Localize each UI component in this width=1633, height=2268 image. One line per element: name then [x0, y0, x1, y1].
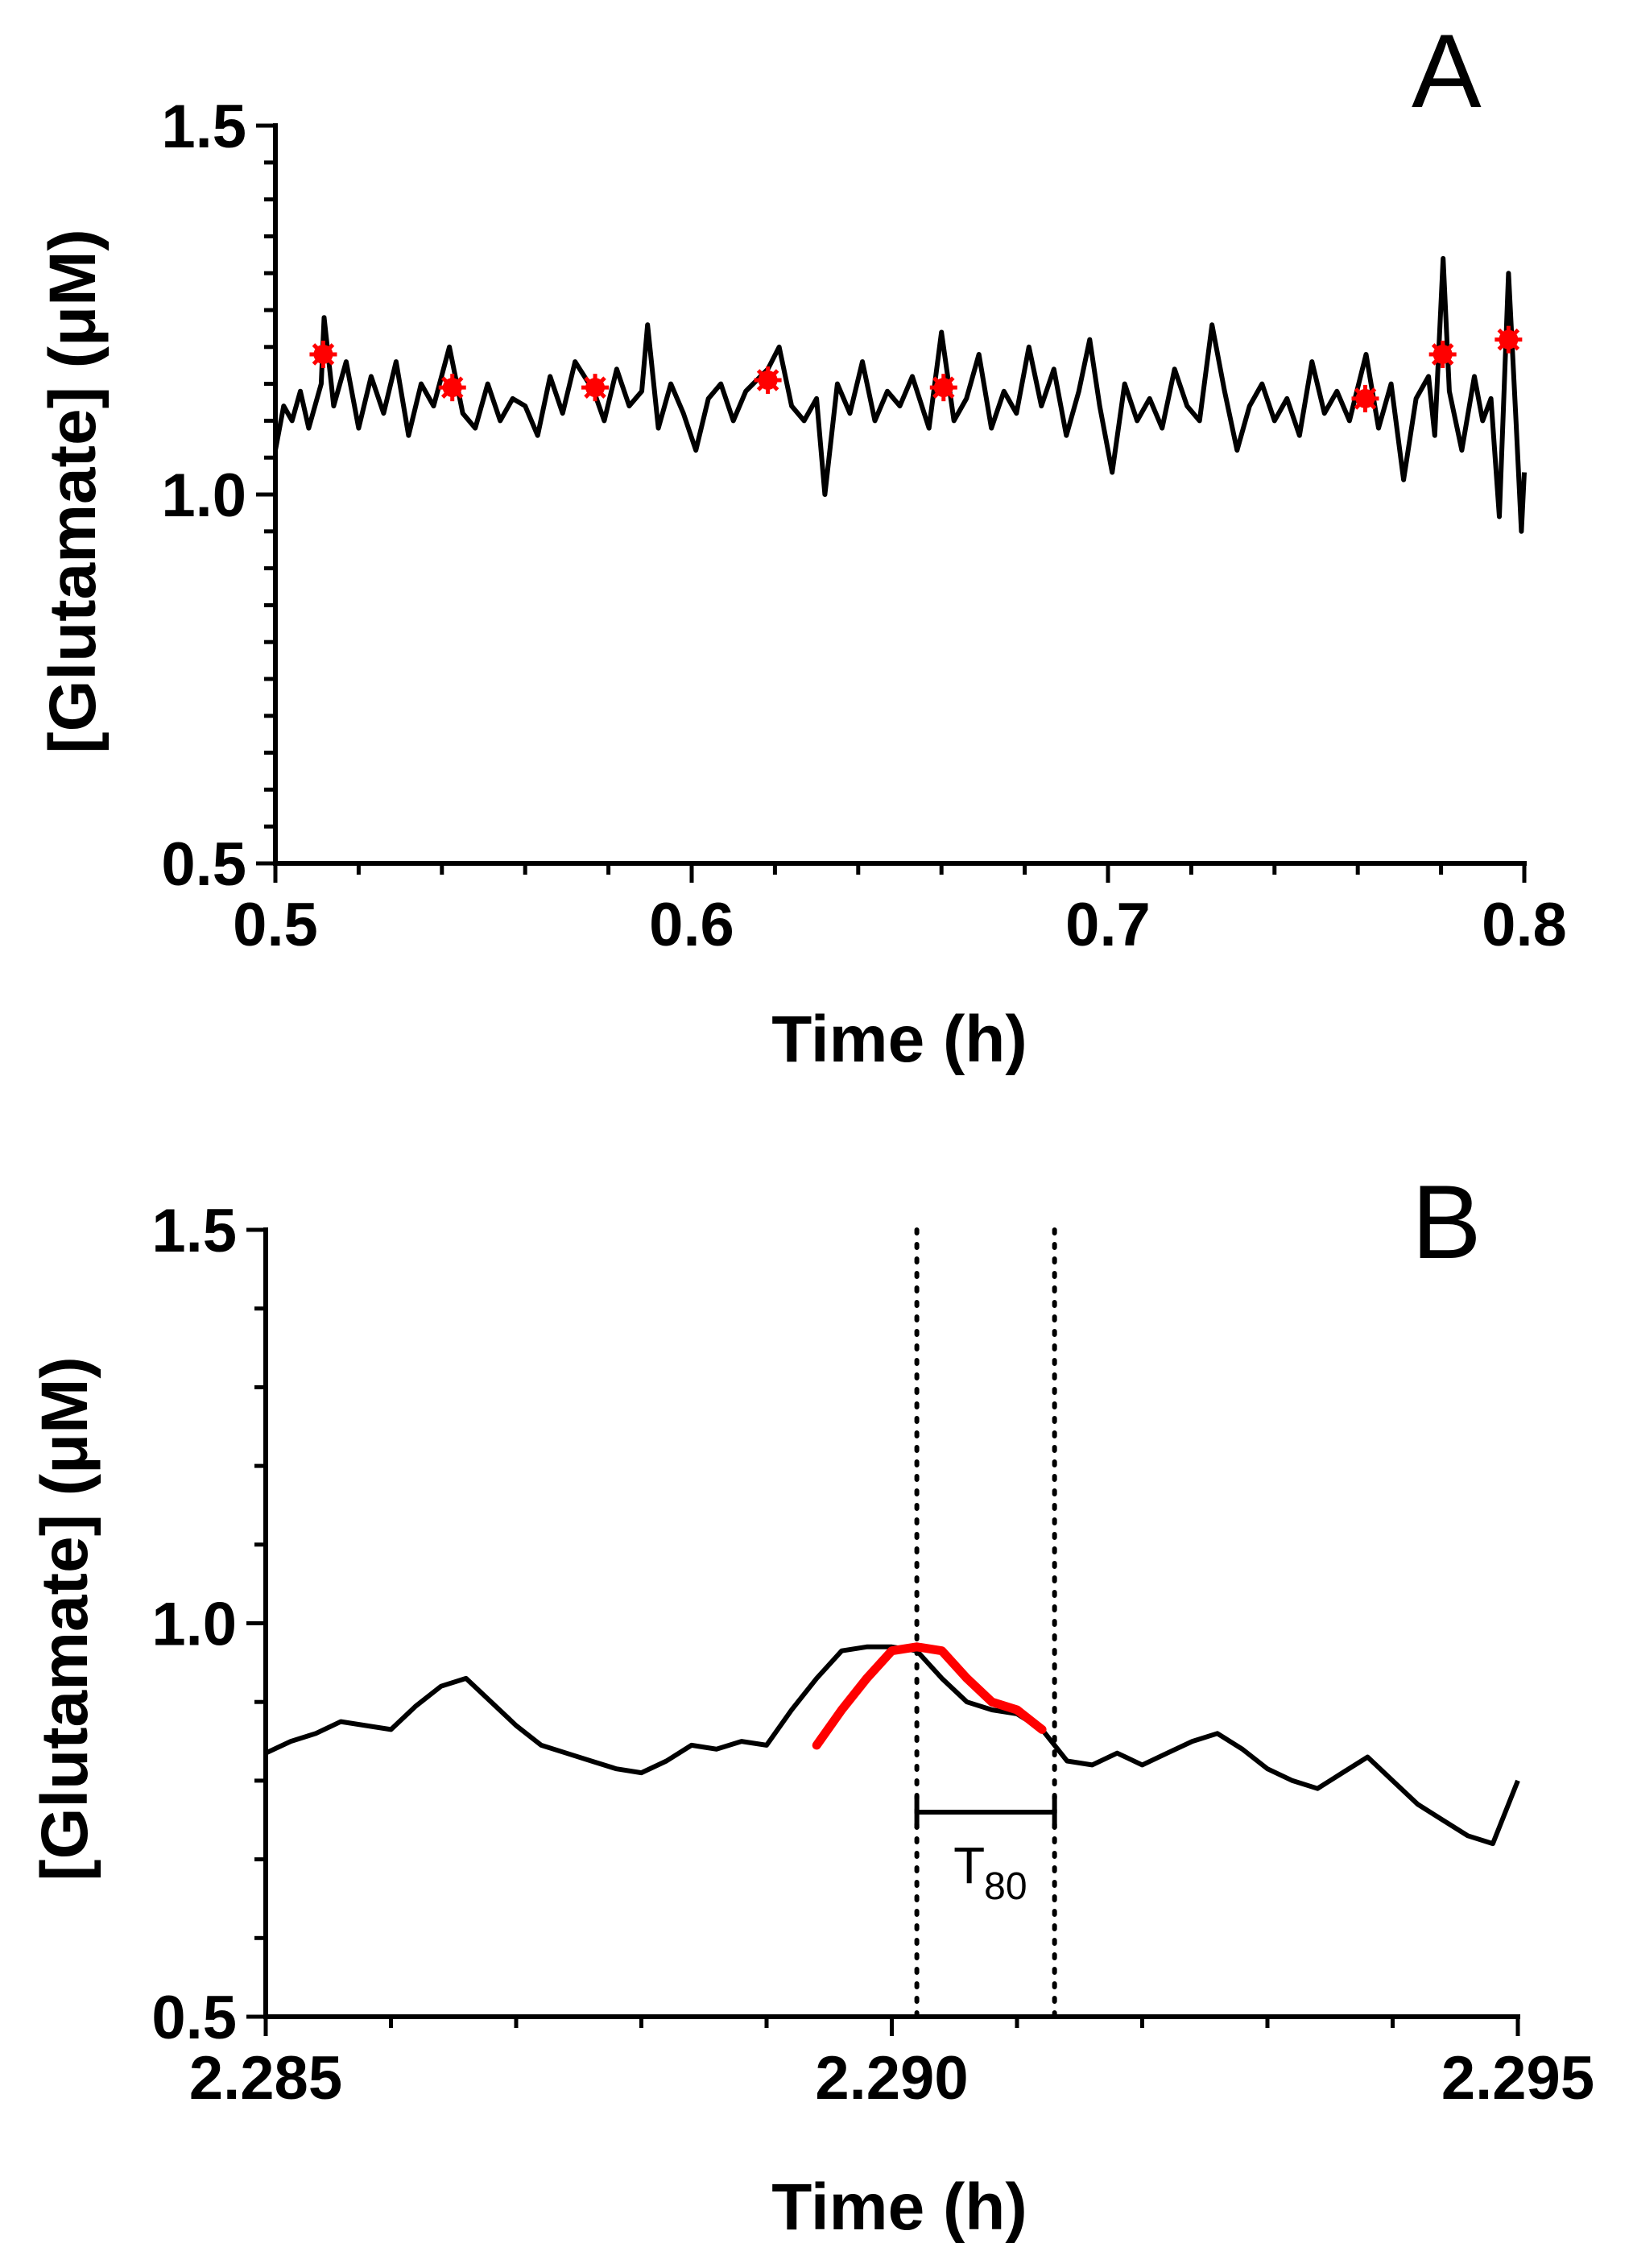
t80-label-subscript: 80	[984, 1865, 1027, 1908]
b-y-tick-label: 0.5	[151, 1984, 237, 2052]
panel-a-plot: 0.5 0.6 0.7 0.8 0.5 1.0 1.5	[161, 93, 1566, 959]
a-y-tick-label: 0.5	[161, 830, 246, 899]
b-x-tick-label: 2.285	[189, 2044, 342, 2113]
panel-a-x-axis-title: Time (h)	[771, 1003, 1027, 1076]
b-y-tick-label: 1.5	[151, 1197, 237, 1265]
panel-a-letter: A	[1412, 12, 1482, 130]
b-x-tick-label: 2.290	[815, 2044, 968, 2113]
panel-b: B 2.285 2.290 2.295 0.5 1.0 1.5 T80 Time (h) […	[28, 1163, 1594, 2244]
b-series-event	[812, 1642, 1047, 1750]
a-peak-marker-spike	[312, 343, 335, 366]
a-x-tick-label: 0.8	[1482, 891, 1567, 959]
a-peak-marker-spike	[584, 376, 606, 399]
panel-b-plot: 2.285 2.290 2.295 0.5 1.0 1.5 T80	[151, 1197, 1594, 2113]
b-x-tick-label: 2.295	[1441, 2044, 1594, 2113]
a-x-tick-label: 0.5	[233, 891, 318, 959]
panel-a: A 0.5 0.6 0.7 0.8 0.5 1.0 1.5 Time (h) [Glutam…	[36, 12, 1567, 1076]
panel-b-x-axis-title: Time (h)	[771, 2171, 1027, 2244]
panel-b-y-axis-title: [Glutamate] (μM)	[28, 1356, 101, 1881]
a-y-tick-label: 1.5	[161, 93, 246, 161]
b-y-tick-label: 1.0	[151, 1591, 237, 1659]
a-series-trace	[273, 255, 1527, 534]
a-peak-marker-spike	[1497, 328, 1520, 351]
panel-b-letter: B	[1412, 1163, 1482, 1281]
a-peak-marker-spike	[440, 376, 464, 399]
b-series-trace	[264, 1644, 1520, 1847]
a-peak-marker-spike	[1354, 387, 1377, 410]
a-peak-marker-spike	[932, 376, 955, 399]
a-peak-marker-spike	[1431, 343, 1454, 366]
t80-label: T	[953, 1836, 985, 1894]
panel-a-y-axis-title: [Glutamate] (μM)	[36, 229, 110, 753]
a-x-tick-label: 0.7	[1065, 891, 1151, 959]
a-y-tick-label: 1.0	[161, 461, 246, 530]
a-peak-marker-spike	[756, 369, 779, 391]
a-x-tick-label: 0.6	[649, 891, 734, 959]
